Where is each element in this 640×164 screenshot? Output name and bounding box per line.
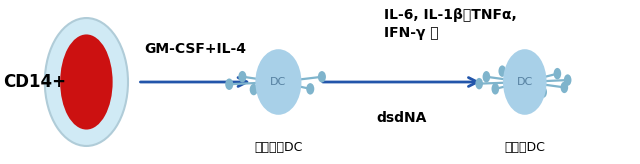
Ellipse shape: [225, 79, 233, 90]
Ellipse shape: [45, 18, 128, 146]
Ellipse shape: [561, 82, 568, 93]
Ellipse shape: [483, 71, 490, 82]
Ellipse shape: [476, 78, 483, 89]
Ellipse shape: [503, 49, 547, 115]
Ellipse shape: [255, 49, 301, 115]
Ellipse shape: [275, 88, 282, 99]
Ellipse shape: [318, 71, 326, 82]
Ellipse shape: [259, 65, 267, 77]
Ellipse shape: [492, 83, 499, 94]
Ellipse shape: [564, 74, 572, 86]
Ellipse shape: [511, 88, 518, 100]
Ellipse shape: [540, 86, 547, 98]
Ellipse shape: [306, 83, 314, 95]
Ellipse shape: [60, 34, 113, 130]
Text: dsdNA: dsdNA: [376, 111, 427, 125]
Text: 未成熟的DC: 未成熟的DC: [254, 141, 303, 154]
Ellipse shape: [287, 67, 296, 79]
Text: 成熟的DC: 成熟的DC: [504, 141, 545, 154]
Text: DC: DC: [270, 77, 287, 87]
Ellipse shape: [499, 65, 506, 77]
Ellipse shape: [527, 66, 534, 78]
Ellipse shape: [238, 71, 246, 82]
Ellipse shape: [250, 84, 258, 95]
Text: DC: DC: [516, 77, 533, 87]
Text: CD14+: CD14+: [3, 73, 66, 91]
Text: GM-CSF+IL-4: GM-CSF+IL-4: [144, 42, 246, 56]
Text: IL-6, IL-1β，TNFα,
IFN-γ 等: IL-6, IL-1β，TNFα, IFN-γ 等: [384, 8, 516, 40]
Ellipse shape: [554, 68, 561, 79]
